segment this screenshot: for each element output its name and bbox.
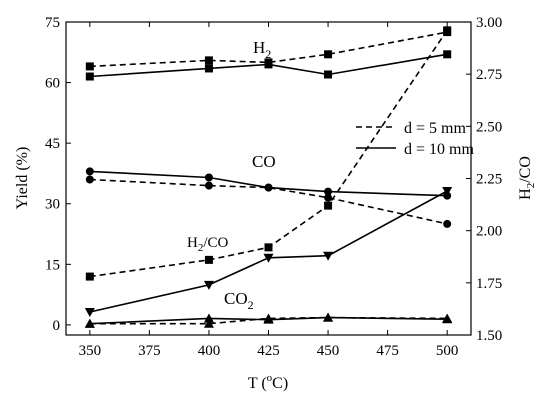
data-point (203, 318, 214, 328)
data-point (84, 318, 95, 328)
data-point (263, 314, 274, 324)
x-tick-label: 350 (79, 343, 102, 359)
label-co: CO (252, 152, 276, 171)
data-point (85, 167, 94, 176)
data-point (203, 280, 214, 290)
y2-axis-label: H2/CO (517, 156, 537, 200)
y-tick-label: 60 (45, 76, 60, 92)
data-point (204, 173, 213, 182)
label-co2: CO2 (224, 289, 254, 312)
data-point (324, 50, 333, 59)
y2-tick-label: 2.25 (476, 172, 502, 188)
x-axis-label: T (oC) (248, 372, 288, 392)
data-point (203, 313, 214, 323)
legend: d = 5 mm d = 10 mm (356, 120, 474, 158)
y-tick-label: 15 (45, 257, 60, 273)
y-tick-label: 30 (45, 197, 60, 213)
legend-label-d5: d = 5 mm (404, 120, 466, 137)
y-tick-label: 45 (45, 136, 60, 152)
y-tick-label: 0 (53, 318, 61, 334)
x-tick-label: 500 (436, 343, 459, 359)
data-point (264, 243, 273, 252)
data-point (204, 56, 213, 65)
data-point (204, 181, 213, 190)
series-lines (89, 29, 448, 325)
y2-tick-label: 2.50 (476, 119, 502, 135)
data-point (443, 26, 452, 35)
data-point (264, 183, 273, 192)
data-point (85, 62, 94, 71)
y-axis-label: Yield (%) (14, 147, 31, 210)
y2-tick-label: 3.00 (476, 15, 502, 31)
data-point (84, 308, 95, 318)
data-point (204, 64, 213, 73)
data-point (443, 219, 452, 228)
data-point (324, 193, 333, 202)
y2-tick-label: 2.00 (476, 224, 502, 240)
legend-label-d10: d = 10 mm (404, 141, 474, 158)
data-point (85, 175, 94, 184)
y2-tick-label: 2.75 (476, 67, 502, 83)
series-line (89, 170, 448, 197)
data-point (324, 70, 333, 79)
series-markers (84, 26, 453, 328)
y2-tick-label: 1.50 (476, 328, 502, 344)
data-point (443, 50, 452, 59)
data-point (85, 272, 94, 281)
data-point (264, 60, 273, 69)
data-point (324, 201, 333, 210)
plot-frame (65, 21, 472, 336)
x-tick-label: 375 (138, 343, 161, 359)
data-point (204, 255, 213, 264)
data-point (323, 312, 334, 322)
x-tick-label: 425 (257, 343, 280, 359)
data-point (263, 253, 274, 263)
y2-tick-label: 1.75 (476, 276, 502, 292)
data-point (323, 251, 334, 261)
data-point (442, 187, 453, 197)
x-tick-label: 400 (198, 343, 221, 359)
label-h2co: H2/CO (187, 235, 229, 254)
data-point (324, 187, 333, 196)
series-line (89, 190, 448, 313)
y-tick-label: 75 (45, 15, 60, 31)
data-point (442, 314, 453, 324)
label-h2: H2 (253, 38, 271, 61)
data-point (85, 72, 94, 81)
x-tick-label: 450 (317, 343, 340, 359)
x-tick-label: 475 (376, 343, 399, 359)
axis-ticks: 350 375 400 425 450 475 500 0 15 30 45 60 75 1.50 1.75… (45, 15, 502, 359)
